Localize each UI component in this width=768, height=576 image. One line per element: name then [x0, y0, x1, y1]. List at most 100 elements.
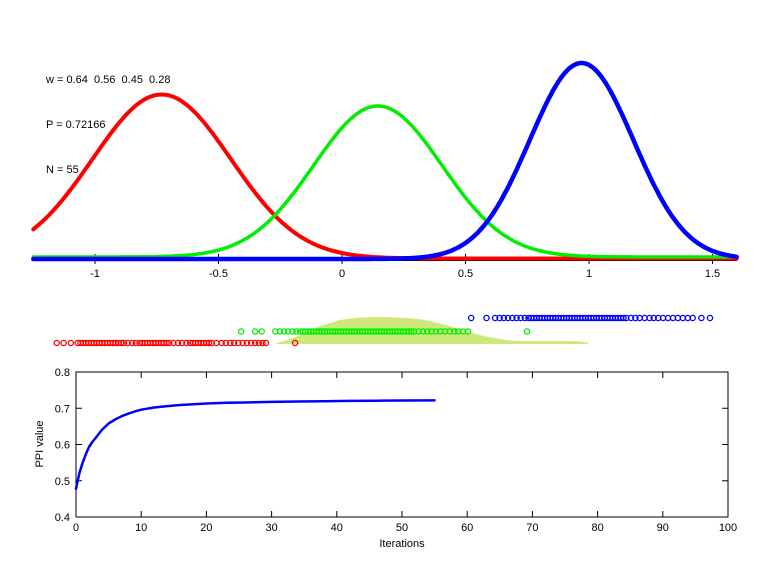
sample-marker: [410, 328, 418, 335]
top-x-tick-label: 1.5: [705, 268, 720, 280]
sample-marker: [53, 339, 60, 347]
sample-marker: [289, 328, 296, 335]
sample-marker: [262, 339, 270, 347]
top-x-tick-label: 1: [586, 268, 592, 280]
sample-marker: [251, 339, 259, 347]
ppi-y-tick-label: 0.8: [55, 367, 70, 379]
sample-marker: [259, 339, 266, 347]
sample-marker: [513, 314, 520, 322]
sample-marker: [627, 314, 635, 322]
gaussian-mixture-plot: -1 -0.5 0 0.5 1 1.5: [31, 60, 739, 280]
ppi-x-tick-label: 30: [265, 522, 277, 534]
ppi-x-tick-label: 70: [526, 522, 538, 534]
sample-marker: [251, 328, 259, 335]
ppi-axes-box: [75, 371, 729, 518]
ppi-x-tick-label: 20: [200, 522, 212, 534]
sample-marker: [272, 328, 279, 335]
sample-marker: [509, 314, 516, 322]
ppi-x-tick-label: 80: [591, 522, 603, 534]
sample-marker: [280, 328, 288, 335]
sample-marker: [120, 339, 128, 347]
sample-marker: [117, 339, 125, 347]
top-x-tick-label: 0: [339, 268, 345, 280]
sample-marker: [423, 328, 431, 335]
sample-marker: [451, 328, 458, 335]
sample-marker: [632, 314, 639, 322]
sample-marker: [500, 314, 508, 322]
sample-marker: [523, 328, 531, 335]
ppi-y-tick-label: 0.4: [55, 512, 70, 524]
ppi-x-tick-label: 0: [73, 522, 79, 534]
sample-marker: [491, 314, 499, 322]
sample-marker: [293, 328, 300, 335]
ppi-axis-label: PPI value: [34, 420, 46, 468]
sample-marker: [432, 328, 440, 335]
sample-marker: [706, 314, 714, 322]
ppi-x-tick-label: 60: [461, 522, 473, 534]
sample-marker: [517, 314, 524, 322]
marker-row-samples-red: [53, 339, 299, 347]
sample-marker: [227, 339, 234, 347]
sample-marker: [496, 314, 503, 322]
ppi-y-tick-label: 0.6: [55, 440, 70, 452]
gaussian-curve-component-green: [31, 104, 739, 259]
sample-marker: [132, 339, 140, 347]
ppi-x-tick-label: 10: [135, 522, 147, 534]
sample-marker: [230, 339, 238, 347]
sample-marker: [205, 339, 213, 347]
sample-marker: [419, 328, 427, 335]
sample-marker: [218, 339, 225, 347]
sample-marker: [183, 339, 190, 347]
sample-marker: [67, 339, 75, 347]
ppi-x-tick-label: 50: [396, 522, 408, 534]
sample-marker: [255, 339, 263, 347]
sample-marker: [237, 328, 245, 335]
sample-marker: [428, 328, 435, 335]
marker-row-samples-blue: [467, 314, 714, 322]
density-blob: [276, 317, 588, 344]
sample-marker: [235, 339, 242, 347]
ppi-x-tick-label: 40: [331, 522, 343, 534]
sample-marker: [408, 328, 415, 335]
sample-marker: [698, 314, 705, 322]
sample-marker: [415, 328, 422, 335]
sample-marker: [243, 339, 251, 347]
sample-marker: [467, 314, 475, 322]
sample-marker: [464, 328, 472, 335]
gaussian-curve-component-blue: [31, 60, 739, 262]
sample-marker: [165, 339, 173, 347]
sample-marker: [247, 339, 255, 347]
sample-marker: [128, 339, 136, 347]
ppi-plot: 0 10 20 30 40 50 60 70 80 90 100 0.4 0.5 0.6 0.7 0.8: [55, 367, 737, 534]
marker-row-samples-green: [237, 328, 531, 335]
sample-marker: [178, 339, 186, 347]
ppi-x-tick-label: 90: [657, 522, 669, 534]
sample-marker: [504, 314, 512, 322]
ppi-curve: [74, 399, 436, 490]
sample-marker: [239, 339, 246, 347]
p-value-text: P = 0.72166: [46, 119, 106, 131]
ppi-x-tick-label: 100: [719, 522, 737, 534]
sample-marker: [291, 339, 299, 347]
sample-marker: [124, 339, 131, 347]
top-x-tick-label: -0.5: [209, 268, 228, 280]
sample-marker: [60, 339, 67, 347]
sample-marker: [650, 314, 657, 322]
mixture-annotations: w = 0.64 0.56 0.45 0.28 P = 0.72166 N = …: [46, 43, 170, 208]
sample-marker: [284, 328, 292, 335]
sample-marker: [174, 339, 182, 347]
sample-marker: [689, 314, 696, 322]
sample-marker: [258, 328, 265, 335]
ppi-y-tick-label: 0.5: [55, 476, 70, 488]
sample-marker: [163, 339, 170, 347]
sample-marker: [222, 339, 230, 347]
sample-marker: [483, 314, 490, 322]
iterations-axis-label: Iterations: [379, 538, 425, 550]
top-x-tick-label: 0.5: [458, 268, 473, 280]
top-x-tick-label: -1: [90, 268, 100, 280]
ppi-y-tick-label: 0.7: [55, 403, 70, 415]
sample-strip: [53, 314, 714, 347]
weights-text: w = 0.64 0.56 0.45 0.28: [46, 74, 171, 86]
